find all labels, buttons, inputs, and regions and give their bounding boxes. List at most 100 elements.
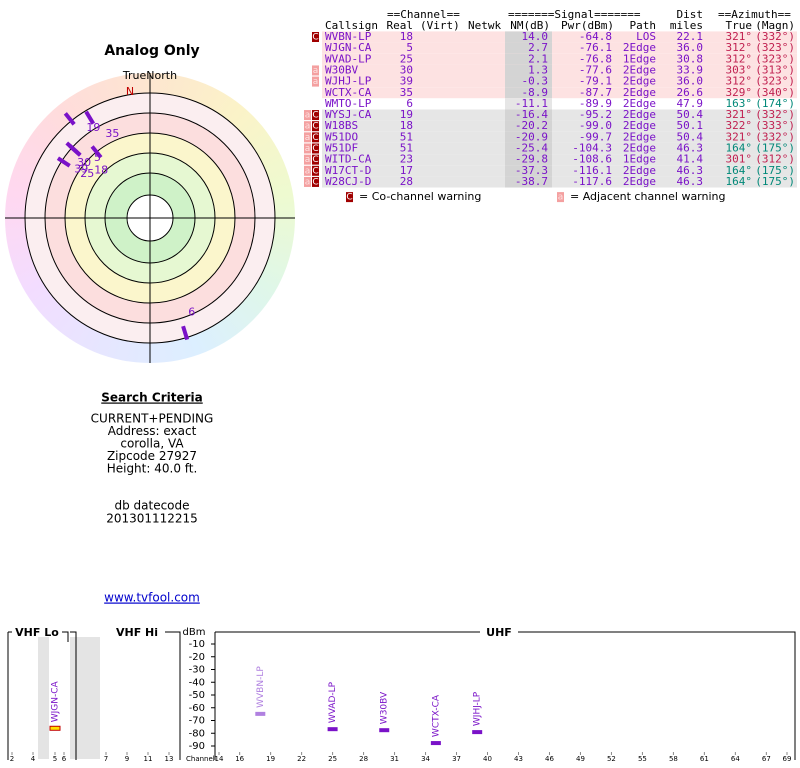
table-cell: 36.0 [677,41,704,54]
table-cell: 164° [726,175,753,188]
group-header: ==Azimuth== [718,8,791,21]
table-cell: 18 [400,30,413,43]
nm-shade [505,154,552,166]
nm-shade [505,31,552,43]
station-label: WVBN-LP [256,666,266,708]
table-cell: 2Edge [623,142,656,155]
channel-label: 49 [576,755,585,763]
channel-label: 67 [762,755,771,763]
warning-mark: a [305,122,311,132]
table-cell: W18BS [325,119,358,132]
table-cell: 47.9 [677,97,704,110]
table-cell: 2Edge [623,164,656,177]
table-cell: -20.2 [515,119,548,132]
table-cell: WCTX-CA [325,86,372,99]
search-line: Address: exact [108,424,197,438]
table-cell: -99.0 [579,119,612,132]
table-cell: 18 [400,119,413,132]
nm-shade [505,176,552,188]
table-cell: 25 [400,52,413,65]
warning-box [304,143,311,154]
warning-box [312,65,319,76]
channel-label: 16 [235,755,244,763]
y-tick-label: -50 [189,690,205,701]
table-cell: (332°) [755,30,795,43]
channel-label: 25 [328,755,337,763]
channel-label: 9 [125,755,129,763]
table-cell: (174°) [755,97,795,110]
signal-bar [430,741,441,746]
table-cell: WVAD-LP [325,52,372,65]
site-link[interactable]: www.tvfool.com [104,591,200,605]
table-cell: 312° [726,75,753,88]
column-header: (Magn) [755,19,795,32]
nm-shade [505,87,552,99]
radar-mark [63,112,76,126]
table-cell: 17 [400,164,413,177]
table-cell: 46.3 [677,164,704,177]
table-cell: W17CT-D [325,164,371,177]
table-cell: 5 [406,41,413,54]
table-cell: 2Edge [623,97,656,110]
table-cell: W30BV [325,63,358,76]
y-tick-label: -10 [189,639,205,650]
table-cell: WVBN-LP [325,30,372,43]
table-cell: 321° [726,130,753,143]
channel-label: 19 [266,755,275,763]
warning-box [304,165,311,176]
channel-label: 11 [144,755,153,763]
nm-shade [505,76,552,88]
channel-label: 64 [731,755,740,763]
station-label: WCTX-CA [431,694,441,737]
table-cell: 164° [726,142,753,155]
table-cell: 14.0 [522,30,549,43]
table-cell: 322° [726,119,753,132]
y-tick-label: -30 [189,665,205,676]
table-cell: 30 [400,63,413,76]
radar-label: 5 [94,151,101,164]
radar-label: 25 [80,167,94,180]
table-cell: -64.8 [579,30,612,43]
table-cell: -89.9 [579,97,612,110]
table-cell: (323°) [755,75,795,88]
warning-box [312,143,319,154]
radar-rings [5,73,295,363]
warning-mark: C [312,33,318,43]
radar-title: Analog Only [104,43,199,59]
channel-label: 52 [607,755,616,763]
table-cell: -76.8 [579,52,612,65]
warning-mark: a [305,111,311,121]
warning-box [312,176,319,187]
column-header: Netwk [468,19,501,32]
datecode-line: 201301112215 [106,512,198,526]
table-cell: (313°) [755,63,795,76]
table-cell: 321° [726,30,753,43]
table-cell: (332°) [755,130,795,143]
channel-label: 22 [297,755,306,763]
column-header: Pwr(dBm) [561,19,614,32]
table-cell: 2Edge [623,86,656,99]
row-background [322,42,797,54]
radar-mark [90,145,103,159]
datecode-line: db datecode [114,499,189,513]
channel-label: 34 [421,755,430,763]
signal-bar [472,730,483,735]
legend-box [346,192,353,203]
warning-box [312,32,319,42]
warning-mark: a [305,166,311,176]
channel-label: 14 [215,755,224,763]
table-cell: 2Edge [623,41,656,54]
table-cell: 2Edge [623,119,656,132]
search-heading: Search Criteria [101,391,202,405]
table-cell: 2Edge [623,63,656,76]
table-cell: 2Edge [623,75,656,88]
station-label: WVAD-LP [328,681,338,723]
warning-box [312,121,319,132]
radar-label: 19 [86,121,100,134]
table-cell: 28 [400,175,413,188]
channel-label: 5 [53,755,57,763]
table-cell: 22.1 [677,30,704,43]
channel-label: 7 [104,755,108,763]
